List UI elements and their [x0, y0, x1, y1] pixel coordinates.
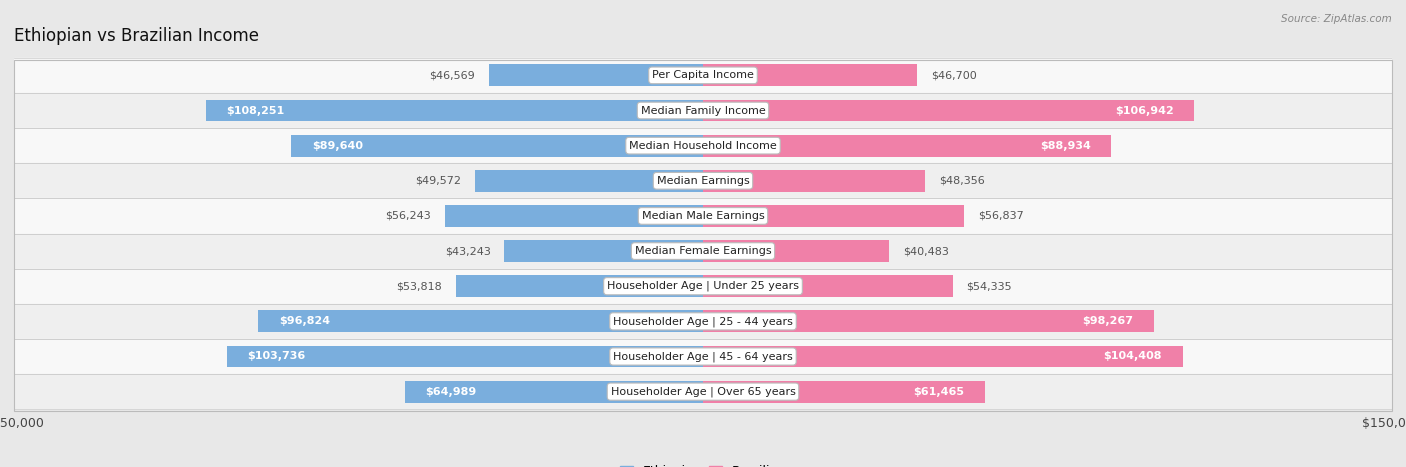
Text: Per Capita Income: Per Capita Income: [652, 71, 754, 80]
Text: Householder Age | 45 - 64 years: Householder Age | 45 - 64 years: [613, 351, 793, 362]
Text: $46,700: $46,700: [931, 71, 977, 80]
Bar: [14, 234, 1392, 269]
Bar: [703, 240, 889, 262]
Bar: [14, 374, 1392, 409]
Bar: [489, 64, 703, 86]
Text: $98,267: $98,267: [1083, 316, 1133, 326]
Bar: [205, 99, 703, 121]
Text: Median Male Earnings: Median Male Earnings: [641, 211, 765, 221]
Text: Ethiopian vs Brazilian Income: Ethiopian vs Brazilian Income: [14, 28, 259, 45]
Text: $88,934: $88,934: [1040, 141, 1091, 151]
Bar: [703, 135, 1112, 156]
Bar: [703, 205, 965, 227]
Bar: [14, 304, 1392, 339]
Text: Median Household Income: Median Household Income: [628, 141, 778, 151]
Text: $103,736: $103,736: [247, 352, 305, 361]
Text: $53,818: $53,818: [396, 281, 441, 291]
Text: $49,572: $49,572: [416, 176, 461, 186]
Text: Householder Age | 25 - 44 years: Householder Age | 25 - 44 years: [613, 316, 793, 326]
Text: $48,356: $48,356: [939, 176, 984, 186]
Bar: [703, 311, 1154, 332]
Bar: [703, 99, 1194, 121]
Bar: [291, 135, 703, 156]
Text: $56,837: $56,837: [977, 211, 1024, 221]
Text: Source: ZipAtlas.com: Source: ZipAtlas.com: [1281, 14, 1392, 24]
Bar: [444, 205, 703, 227]
Bar: [14, 163, 1392, 198]
Text: $96,824: $96,824: [278, 316, 330, 326]
Text: Median Earnings: Median Earnings: [657, 176, 749, 186]
Bar: [703, 346, 1182, 368]
Text: Median Female Earnings: Median Female Earnings: [634, 246, 772, 256]
Bar: [14, 58, 1392, 93]
Bar: [703, 276, 952, 297]
Text: $106,942: $106,942: [1115, 106, 1174, 115]
Bar: [259, 311, 703, 332]
Text: $104,408: $104,408: [1104, 352, 1161, 361]
Text: $56,243: $56,243: [385, 211, 430, 221]
Bar: [14, 198, 1392, 234]
Bar: [226, 346, 703, 368]
Bar: [14, 339, 1392, 374]
Bar: [14, 269, 1392, 304]
Bar: [14, 93, 1392, 128]
Text: $108,251: $108,251: [226, 106, 285, 115]
Bar: [703, 170, 925, 191]
Text: $43,243: $43,243: [444, 246, 491, 256]
Bar: [456, 276, 703, 297]
Text: $46,569: $46,569: [430, 71, 475, 80]
Bar: [14, 128, 1392, 163]
Text: Householder Age | Over 65 years: Householder Age | Over 65 years: [610, 386, 796, 397]
Bar: [703, 64, 918, 86]
Text: $64,989: $64,989: [425, 387, 477, 396]
Text: $89,640: $89,640: [312, 141, 363, 151]
Bar: [703, 381, 986, 403]
Bar: [405, 381, 703, 403]
Text: $40,483: $40,483: [903, 246, 949, 256]
Legend: Ethiopian, Brazilian: Ethiopian, Brazilian: [616, 460, 790, 467]
Bar: [475, 170, 703, 191]
Text: Householder Age | Under 25 years: Householder Age | Under 25 years: [607, 281, 799, 291]
Text: $54,335: $54,335: [966, 281, 1012, 291]
Text: Median Family Income: Median Family Income: [641, 106, 765, 115]
Bar: [505, 240, 703, 262]
Text: $61,465: $61,465: [914, 387, 965, 396]
